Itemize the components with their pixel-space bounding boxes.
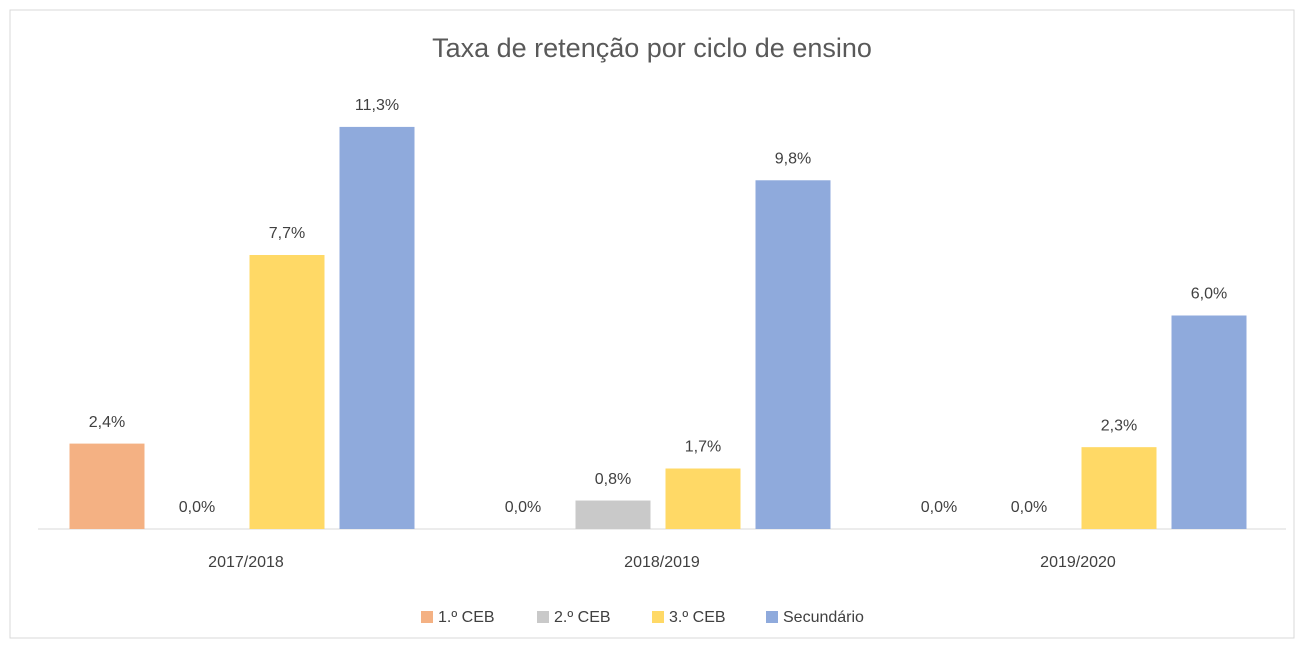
x-tick-label: 2019/2020 bbox=[1040, 554, 1116, 571]
data-label: 0,8% bbox=[595, 471, 631, 488]
bar bbox=[665, 468, 741, 529]
legend-swatch bbox=[537, 611, 549, 623]
legend-label: 1.º CEB bbox=[438, 609, 495, 626]
chart-frame bbox=[9, 9, 1295, 639]
legend-swatch bbox=[652, 611, 664, 623]
data-label: 2,4% bbox=[89, 414, 125, 431]
legend-label: Secundário bbox=[783, 609, 864, 626]
data-label: 0,0% bbox=[505, 499, 541, 516]
data-label: 0,0% bbox=[921, 499, 957, 516]
legend-label: 2.º CEB bbox=[554, 609, 611, 626]
x-tick-label: 2018/2019 bbox=[624, 554, 700, 571]
data-label: 1,7% bbox=[685, 439, 721, 456]
legend-swatch bbox=[421, 611, 433, 623]
data-label: 9,8% bbox=[775, 151, 811, 168]
bar bbox=[339, 126, 415, 530]
bar bbox=[755, 180, 831, 530]
legend-label: 3.º CEB bbox=[669, 609, 726, 626]
x-tick-label: 2017/2018 bbox=[208, 554, 284, 571]
chart-title: Taxa de retenção por ciclo de ensino bbox=[432, 33, 872, 63]
bar bbox=[249, 255, 325, 529]
data-label: 6,0% bbox=[1191, 286, 1227, 303]
data-label: 0,0% bbox=[179, 499, 215, 516]
bar bbox=[575, 500, 651, 529]
bar bbox=[69, 443, 145, 529]
data-label: 11,3% bbox=[355, 97, 399, 114]
bar bbox=[1081, 447, 1157, 529]
data-label: 0,0% bbox=[1011, 499, 1047, 516]
data-label: 7,7% bbox=[269, 225, 305, 242]
data-label: 2,3% bbox=[1101, 417, 1137, 434]
bar bbox=[1171, 315, 1247, 529]
legend-swatch bbox=[766, 611, 778, 623]
